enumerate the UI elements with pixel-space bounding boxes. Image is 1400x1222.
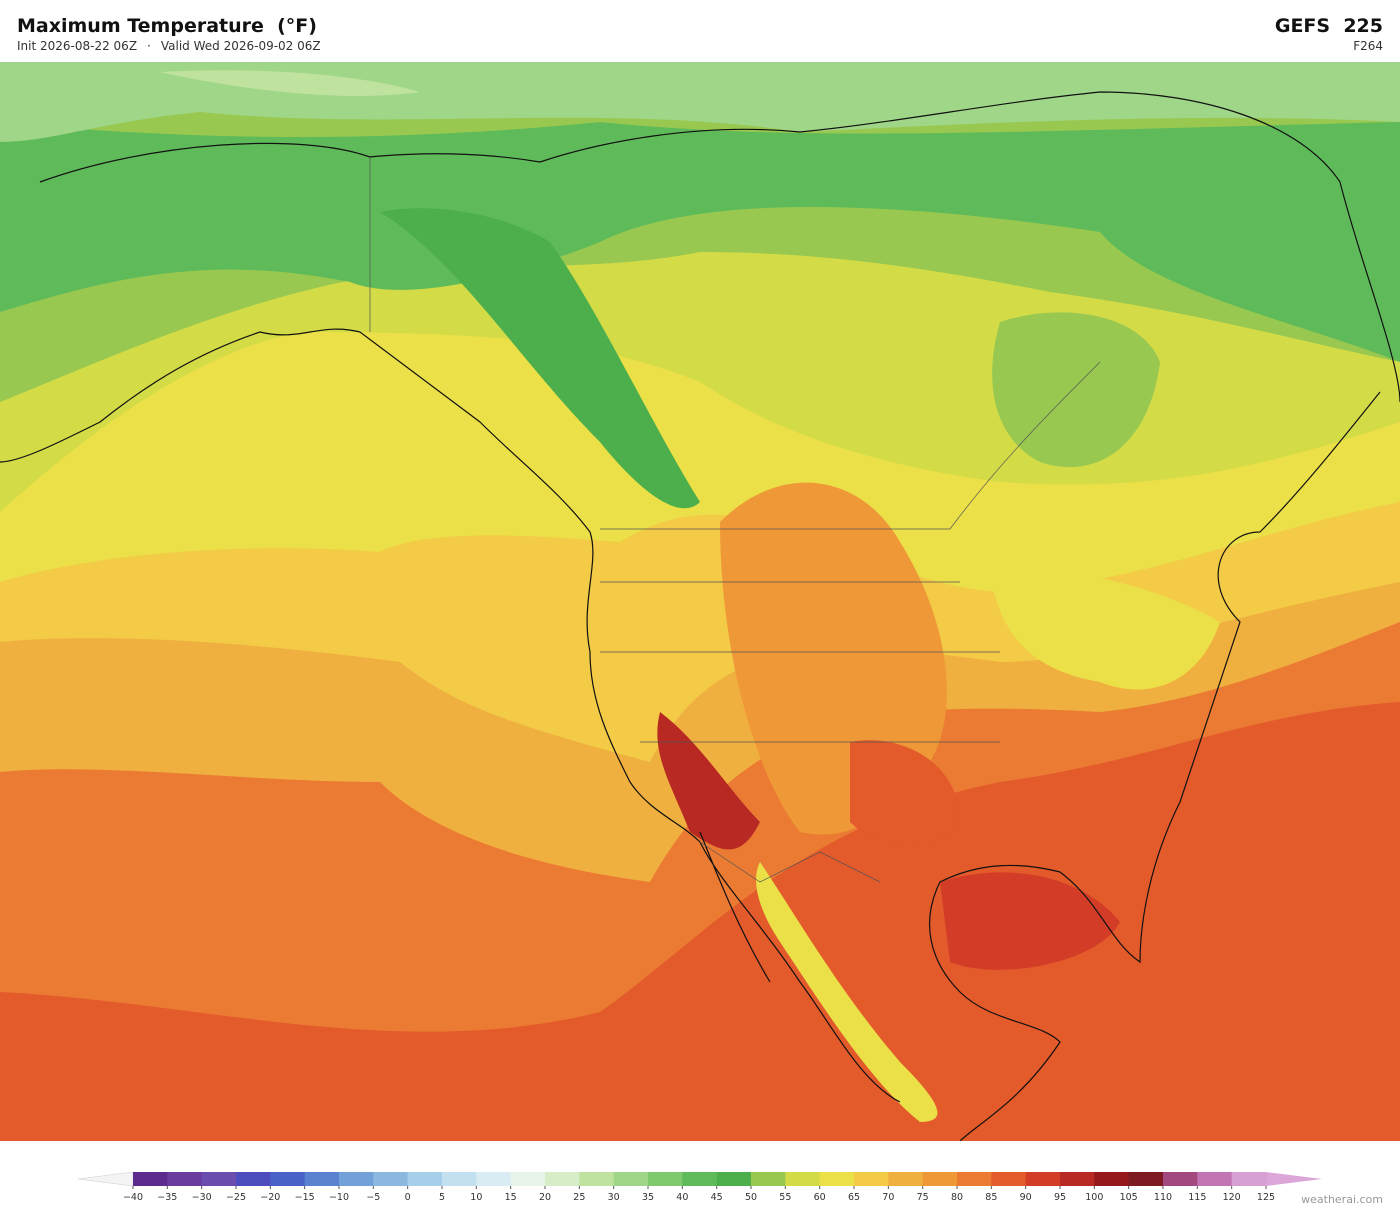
colorbar-under — [77, 1171, 134, 1187]
colorbar-segment — [682, 1172, 718, 1186]
colorbar-tick-label: 95 — [1054, 1192, 1066, 1203]
colorbar-segment — [785, 1172, 821, 1186]
colorbar-segment — [167, 1172, 203, 1186]
separator: · — [147, 39, 151, 53]
colorbar-segment — [510, 1172, 546, 1186]
colorbar-tick-label: 0 — [405, 1192, 411, 1203]
colorbar-segment — [1094, 1172, 1130, 1186]
colorbar-segment — [339, 1172, 374, 1186]
colorbar-segment — [1231, 1172, 1267, 1186]
colorbar-segment — [442, 1172, 477, 1186]
colorbar-segment — [648, 1172, 683, 1186]
colorbar-over — [1266, 1172, 1322, 1186]
colorbar-tick-label: 105 — [1120, 1192, 1138, 1203]
colorbar-tick-label: 30 — [608, 1192, 620, 1203]
colorbar-tick-label: 40 — [676, 1192, 688, 1203]
colorbar-tick-label: −10 — [329, 1192, 349, 1203]
colorbar-tick-label: 50 — [745, 1192, 757, 1203]
colorbar-tick-label: 60 — [814, 1192, 826, 1203]
colorbar-tick-label: 15 — [505, 1192, 517, 1203]
colorbar-segment — [888, 1172, 924, 1186]
colorbar-segment — [1128, 1172, 1164, 1186]
colorbar-tick-label: 120 — [1223, 1192, 1241, 1203]
colorbar-segment — [407, 1172, 443, 1186]
colorbar-segment — [270, 1172, 306, 1186]
colorbar-segment — [922, 1172, 958, 1186]
subtitle: Init 2026-08-22 06Z · Valid Wed 2026-09-02… — [17, 39, 331, 53]
watermark: weatherai.com — [1301, 1193, 1383, 1206]
colorbar-segment — [1060, 1172, 1095, 1186]
colorbar-segment — [133, 1172, 168, 1186]
colorbar-segment — [579, 1172, 615, 1186]
colorbar-tick-label: −30 — [192, 1192, 212, 1203]
colorbar-tick-label: 20 — [539, 1192, 551, 1203]
colorbar-tick-label: 115 — [1188, 1192, 1206, 1203]
colorbar-segment — [545, 1172, 580, 1186]
colorbar-tick-label: 45 — [711, 1192, 723, 1203]
model: GEFS 225 — [1274, 15, 1383, 37]
colorbar-tick-label: 10 — [470, 1192, 482, 1203]
colorbar-tick-label: −25 — [226, 1192, 246, 1203]
colorbar-tick-label: −40 — [123, 1192, 143, 1203]
colorbar-tick-label: 80 — [951, 1192, 963, 1203]
colorbar-segment — [201, 1172, 237, 1186]
colorbar-tick-label: 125 — [1257, 1192, 1275, 1203]
colorbar-segment — [1025, 1172, 1061, 1186]
colorbar-tick-label: 75 — [917, 1192, 929, 1203]
colorbar-segment — [373, 1172, 409, 1186]
colorbar-tick-label: 100 — [1085, 1192, 1103, 1203]
colorbar-tick-label: 25 — [573, 1192, 585, 1203]
colorbar-tick-label: −20 — [260, 1192, 280, 1203]
map — [0, 62, 1400, 1141]
colorbar-segment — [716, 1172, 752, 1186]
colorbar-segment — [751, 1172, 786, 1186]
colorbar-tick-label: 5 — [439, 1192, 445, 1203]
colorbar-tick-label: 110 — [1154, 1192, 1172, 1203]
colorbar-segment — [236, 1172, 271, 1186]
colorbar-segment — [476, 1172, 512, 1186]
colorbar: −40 −35 −30 −25 −20 −15 −10 −5 0 5 10 15 20 25 30 35 40 4… — [77, 1171, 1322, 1203]
colorbar-segment — [1163, 1172, 1198, 1186]
colorbar-segment — [957, 1172, 992, 1186]
colorbar-tick-label: −5 — [366, 1192, 380, 1203]
colorbar-segment — [613, 1172, 649, 1186]
colorbar-tick-label: 70 — [882, 1192, 894, 1203]
init-time: Init 2026-08-22 06Z — [17, 39, 138, 53]
colorbar-tick-label: 35 — [642, 1192, 654, 1203]
colorbar-segment — [854, 1172, 889, 1186]
colorbar-tick-label: 90 — [1020, 1192, 1032, 1203]
colorbar-tick-label: −35 — [157, 1192, 177, 1203]
title: Maximum Temperature (°F) — [17, 15, 317, 37]
colorbar-segment — [819, 1172, 855, 1186]
colorbar-tick-label: 65 — [848, 1192, 860, 1203]
colorbar-segment — [304, 1172, 340, 1186]
forecast-hour: F264 — [1353, 39, 1383, 53]
colorbar-tick-label: −15 — [295, 1192, 315, 1203]
colorbar-tick-label: 55 — [779, 1192, 791, 1203]
colorbar-tick-label: 85 — [985, 1192, 997, 1203]
colorbar-segment — [991, 1172, 1027, 1186]
colorbar-segment — [1197, 1172, 1233, 1186]
valid-time: Valid Wed 2026-09-02 06Z — [160, 39, 321, 53]
